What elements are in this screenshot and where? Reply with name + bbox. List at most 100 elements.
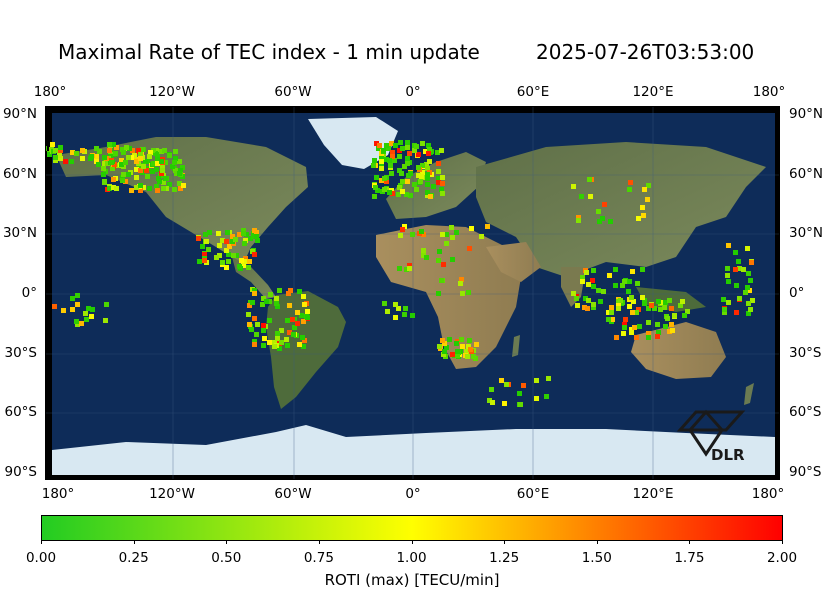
roti-marker — [379, 156, 384, 161]
lat-tick-left: 0° — [21, 285, 37, 301]
roti-marker — [114, 145, 119, 150]
roti-marker — [224, 248, 229, 253]
frame-bar-right — [775, 107, 779, 479]
roti-marker — [382, 187, 387, 192]
roti-marker — [467, 338, 472, 343]
roti-marker — [641, 213, 646, 218]
roti-marker — [400, 227, 405, 232]
colorbar-tick-mark — [133, 540, 135, 544]
roti-marker — [301, 294, 306, 299]
roti-marker — [726, 243, 731, 248]
roti-marker — [121, 172, 126, 177]
roti-marker — [388, 163, 393, 168]
lon-tick-bottom: 120°E — [632, 486, 674, 502]
roti-marker — [252, 342, 257, 347]
roti-marker — [112, 162, 117, 167]
africa — [376, 225, 521, 369]
roti-marker — [80, 148, 85, 153]
roti-marker — [287, 303, 292, 308]
roti-marker — [196, 236, 201, 241]
roti-marker — [616, 306, 621, 311]
roti-marker — [107, 186, 112, 191]
roti-marker — [275, 336, 280, 341]
roti-observations — [46, 140, 755, 407]
roti-marker — [745, 285, 750, 290]
roti-marker — [230, 234, 235, 239]
roti-marker — [598, 299, 603, 304]
roti-marker — [464, 349, 469, 354]
roti-marker — [143, 159, 148, 164]
roti-marker — [159, 149, 164, 154]
roti-marker — [242, 241, 247, 246]
roti-marker — [396, 192, 401, 197]
roti-marker — [104, 302, 109, 307]
roti-marker — [646, 320, 651, 325]
roti-marker — [119, 162, 124, 167]
roti-marker — [425, 182, 430, 187]
roti-marker — [722, 307, 727, 312]
roti-marker — [634, 335, 639, 340]
roti-marker — [172, 187, 177, 192]
roti-marker — [107, 142, 112, 147]
roti-marker — [591, 284, 596, 289]
roti-marker — [405, 179, 410, 184]
dlr-logo-icon — [676, 409, 746, 457]
roti-marker — [141, 164, 146, 169]
roti-marker — [254, 332, 259, 337]
roti-marker — [159, 159, 164, 164]
colorbar-tick-mark — [226, 540, 228, 544]
roti-marker — [113, 151, 118, 156]
roti-marker — [377, 143, 382, 148]
roti-marker — [287, 330, 292, 335]
roti-marker — [247, 303, 252, 308]
roti-marker — [737, 266, 742, 271]
roti-marker — [442, 341, 447, 346]
roti-marker — [244, 232, 249, 237]
roti-marker — [241, 231, 246, 236]
roti-marker — [252, 252, 257, 257]
roti-marker — [227, 244, 232, 249]
roti-marker — [682, 313, 687, 318]
roti-marker — [426, 143, 431, 148]
roti-marker — [629, 327, 634, 332]
lat-tick-right: 0° — [789, 285, 805, 301]
colorbar-tick-mark — [782, 540, 783, 544]
roti-marker — [178, 186, 183, 191]
roti-marker — [167, 153, 172, 158]
roti-marker — [580, 275, 585, 280]
lon-tick-top: 60°W — [274, 84, 312, 100]
roti-marker — [75, 302, 80, 307]
colorbar-tick-label: 0.25 — [118, 550, 149, 566]
roti-marker — [546, 376, 551, 381]
roti-marker — [252, 316, 257, 321]
roti-marker — [173, 168, 178, 173]
roti-marker — [616, 303, 621, 308]
roti-marker — [439, 278, 444, 283]
roti-marker — [736, 259, 741, 264]
roti-marker — [379, 166, 384, 171]
roti-marker — [436, 176, 441, 181]
roti-marker — [404, 192, 409, 197]
roti-marker — [627, 304, 632, 309]
roti-marker — [111, 177, 116, 182]
roti-marker — [574, 296, 579, 301]
roti-marker — [268, 292, 273, 297]
roti-marker — [444, 241, 449, 246]
roti-marker — [602, 202, 607, 207]
roti-marker — [379, 178, 384, 183]
roti-marker — [252, 339, 257, 344]
roti-marker — [217, 243, 222, 248]
roti-marker — [444, 232, 449, 237]
roti-marker — [630, 269, 635, 274]
roti-marker — [206, 247, 211, 252]
roti-marker — [609, 305, 614, 310]
roti-marker — [70, 150, 75, 155]
roti-marker — [636, 307, 641, 312]
lat-tick-left: 90°S — [4, 464, 38, 480]
roti-marker — [161, 186, 166, 191]
roti-marker — [669, 306, 674, 311]
roti-marker — [220, 260, 225, 265]
roti-marker — [660, 300, 665, 305]
roti-marker — [159, 171, 164, 176]
roti-marker — [46, 146, 47, 151]
